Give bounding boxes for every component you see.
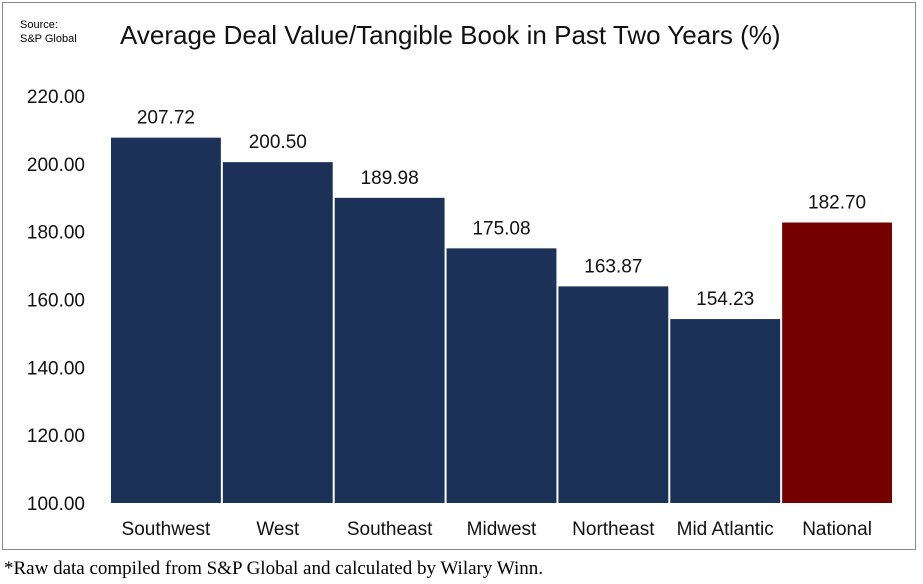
bar-southeast (334, 197, 445, 503)
x-tick-label: West (256, 519, 300, 540)
y-tick-label: 100.00 (27, 494, 85, 515)
bar-northeast (558, 286, 669, 503)
y-tick-label: 160.00 (27, 291, 85, 312)
source-name: S&P Global (20, 33, 77, 45)
data-label: 163.87 (584, 256, 642, 277)
x-tick-label: Mid Atlantic (677, 519, 774, 540)
bar-west (222, 162, 333, 503)
source-label: Source: (20, 19, 58, 31)
data-label: 175.08 (472, 218, 530, 239)
bar-midwest (446, 248, 557, 503)
x-tick-label: Midwest (467, 519, 537, 540)
x-tick-label: National (802, 519, 872, 540)
bar-chart: 100.00 120.00 140.00 160.00 180.00 200.00 220.… (27, 87, 892, 540)
source-note: Source: S&P Global (20, 18, 77, 46)
y-tick-label: 200.00 (27, 155, 85, 176)
footnote: *Raw data compiled from S&P Global and c… (4, 558, 543, 579)
y-tick-label: 220.00 (27, 87, 85, 108)
bar-mid-atlantic (670, 319, 781, 503)
chart-title: Average Deal Value/Tangible Book in Past… (120, 20, 781, 50)
y-tick-label: 120.00 (27, 426, 85, 447)
x-tick-label: Northeast (572, 519, 655, 540)
data-label: 200.50 (249, 132, 307, 153)
data-label: 182.70 (808, 193, 866, 214)
y-tick-label: 180.00 (27, 223, 85, 244)
bar-national (782, 222, 892, 504)
y-tick-label: 140.00 (27, 358, 85, 379)
data-label: 189.98 (361, 168, 419, 189)
x-tick-label: Southwest (122, 519, 211, 540)
data-label: 154.23 (696, 289, 754, 310)
x-tick-label: Southeast (347, 519, 433, 540)
bar-southwest (111, 137, 221, 504)
data-label: 207.72 (137, 108, 195, 129)
